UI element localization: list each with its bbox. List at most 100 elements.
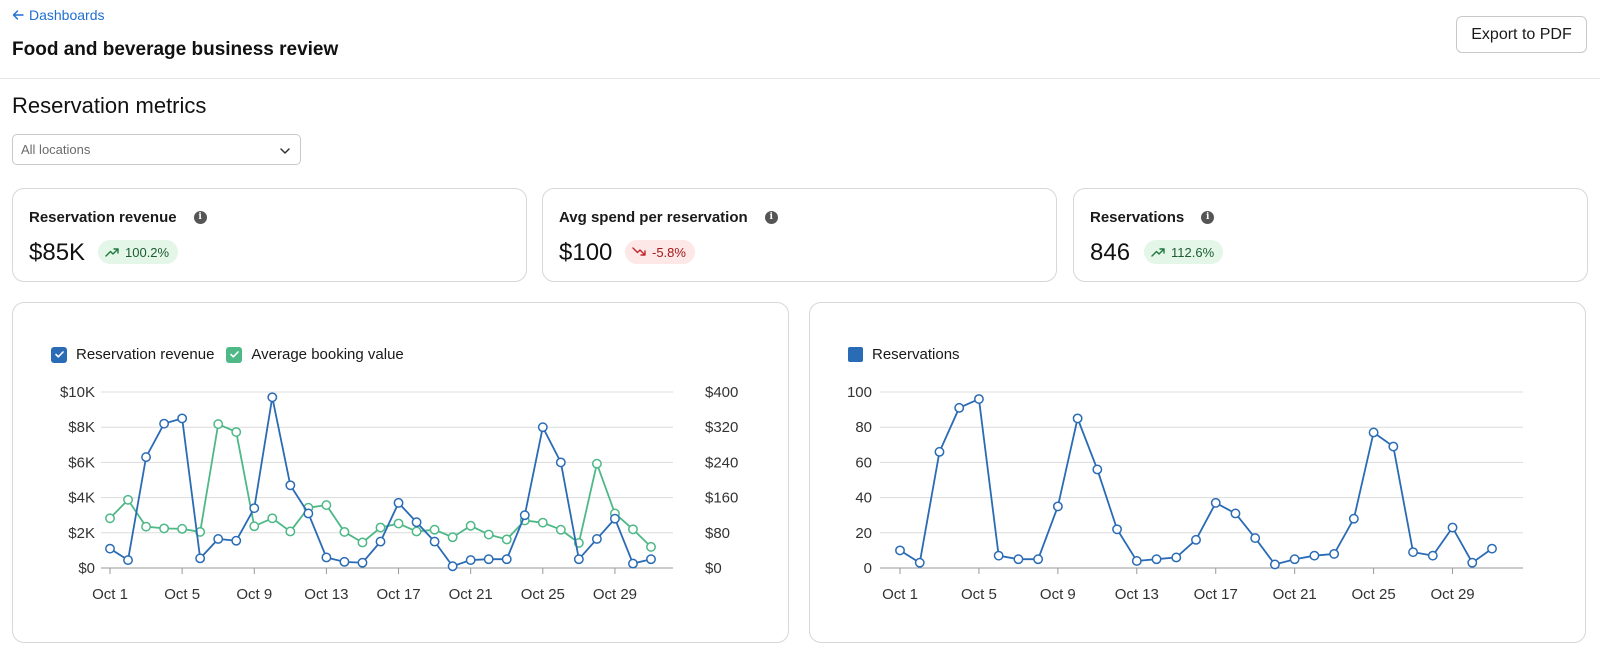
data-point: [231, 427, 242, 437]
data-point: [321, 552, 332, 563]
reservations-chart-card: Reservations 0 20 40 60 80 100 Oct 1 Oct 5 Oct 9…: [809, 302, 1586, 643]
data-point: [483, 554, 494, 565]
data-point: [159, 523, 170, 534]
data-point: [375, 536, 386, 547]
data-point: [555, 524, 566, 535]
data-point: [501, 554, 512, 565]
data-point: [628, 558, 638, 569]
data-point: [1112, 524, 1123, 535]
x-axis-tick-label: Oct 29: [1430, 586, 1474, 603]
data-point: [357, 537, 368, 548]
x-axis-tick-label: Oct 5: [164, 586, 200, 603]
x-axis-tick-label: Oct 13: [1115, 586, 1159, 603]
x-axis-tick-label: Oct 9: [1040, 586, 1076, 603]
data-point: [393, 497, 404, 508]
data-point: [537, 517, 548, 528]
data-point: [285, 526, 296, 537]
data-point: [1092, 464, 1103, 475]
y-axis-tick-label: $10K: [60, 384, 95, 401]
data-point: [609, 513, 620, 524]
chart-legend: Reservations: [848, 346, 960, 363]
y-axis-tick-label: 60: [855, 454, 872, 471]
kpi-value: $85K: [29, 239, 86, 266]
legend-item-reservations[interactable]: Reservations: [848, 346, 960, 363]
y-axis-tick-label: 0: [864, 560, 872, 577]
data-point: [321, 500, 332, 511]
y-axis-tick-label: 80: [855, 419, 872, 436]
data-point: [177, 413, 188, 424]
export-pdf-button[interactable]: Export to PDF: [1456, 16, 1587, 53]
data-point: [954, 402, 965, 413]
revenue-line-chart: $0 $0 $2K $80 $4K $160 $6K $240 $8K $320 $10K $400 O…: [60, 384, 738, 603]
data-point: [1269, 559, 1280, 570]
data-point: [411, 517, 422, 528]
kpi-value: 846: [1090, 239, 1131, 266]
location-select[interactable]: All locations: [12, 134, 301, 165]
data-point: [1467, 557, 1478, 568]
kpi-label: Avg spend per reservation: [559, 209, 748, 226]
trend-down-icon: [632, 247, 646, 256]
info-icon[interactable]: i: [764, 211, 778, 224]
kpi-label: Reservation revenue: [29, 209, 177, 226]
kpi-change-badge: 112.6%: [1144, 240, 1224, 264]
trend-up-icon: [105, 248, 119, 257]
y-axis-tick-label: $2K: [68, 525, 95, 542]
legend-item-reservation-revenue[interactable]: Reservation revenue: [51, 346, 214, 363]
data-point: [646, 541, 656, 552]
data-point: [501, 534, 512, 545]
y-axis-tick-label: 40: [855, 490, 872, 507]
kpi-change-badge: 100.2%: [98, 240, 179, 264]
checkbox-checked-icon[interactable]: [51, 346, 67, 363]
data-point: [393, 518, 404, 529]
data-point: [303, 508, 314, 519]
info-icon[interactable]: i: [1201, 211, 1215, 224]
y-axis-tick-label: $4K: [68, 490, 95, 507]
data-point: [1033, 554, 1044, 565]
checkbox-checked-icon[interactable]: [226, 346, 243, 363]
data-point: [973, 394, 984, 404]
kpi-change-value: -5.8%: [652, 244, 686, 260]
legend-item-average-booking-value[interactable]: Average booking value: [226, 346, 404, 363]
data-point: [339, 526, 350, 537]
data-point: [285, 480, 296, 491]
data-point: [1250, 533, 1261, 544]
data-point: [375, 522, 386, 533]
data-point: [1052, 501, 1063, 512]
x-axis-tick-label: Oct 17: [376, 586, 420, 603]
data-point: [591, 534, 602, 544]
data-point: [249, 521, 260, 532]
page-title: Food and beverage business review: [12, 39, 339, 60]
back-to-dashboards-link[interactable]: Dashboards: [12, 7, 105, 23]
data-point: [895, 545, 905, 556]
chart-legend: Reservation revenue Average booking valu…: [51, 346, 404, 363]
data-point: [483, 529, 494, 540]
info-icon[interactable]: i: [193, 211, 207, 224]
data-point: [1368, 427, 1379, 438]
data-point: [1289, 554, 1300, 565]
data-point: [213, 419, 224, 430]
data-point: [231, 535, 242, 546]
data-point: [1230, 508, 1241, 519]
kpi-card-avg-spend: Avg spend per reservation i $100 -5.8%: [542, 188, 1057, 282]
y-axis-right-tick-label: $80: [705, 525, 730, 542]
y-axis-right-tick-label: $0: [705, 560, 722, 577]
data-point: [1388, 441, 1399, 452]
data-point: [1151, 554, 1162, 565]
data-point: [267, 392, 278, 403]
x-axis-tick-label: Oct 9: [236, 586, 272, 603]
kpi-card-reservations: Reservations i 846 112.6%: [1073, 188, 1588, 282]
back-link-label: Dashboards: [29, 7, 105, 23]
data-point: [105, 513, 115, 524]
y-axis-right-tick-label: $240: [705, 454, 738, 471]
x-axis-tick-label: Oct 21: [1273, 586, 1317, 603]
kpi-change-value: 112.6%: [1171, 244, 1215, 260]
kpi-change-badge: -5.8%: [625, 240, 695, 264]
top-bar: Dashboards Food and beverage business re…: [0, 0, 1600, 79]
data-point: [123, 494, 133, 505]
data-point: [1309, 550, 1320, 561]
data-point: [1408, 547, 1419, 558]
data-point: [1447, 522, 1458, 533]
data-point: [1013, 554, 1024, 565]
y-axis-right-tick-label: $160: [705, 490, 738, 507]
data-point: [411, 526, 422, 537]
